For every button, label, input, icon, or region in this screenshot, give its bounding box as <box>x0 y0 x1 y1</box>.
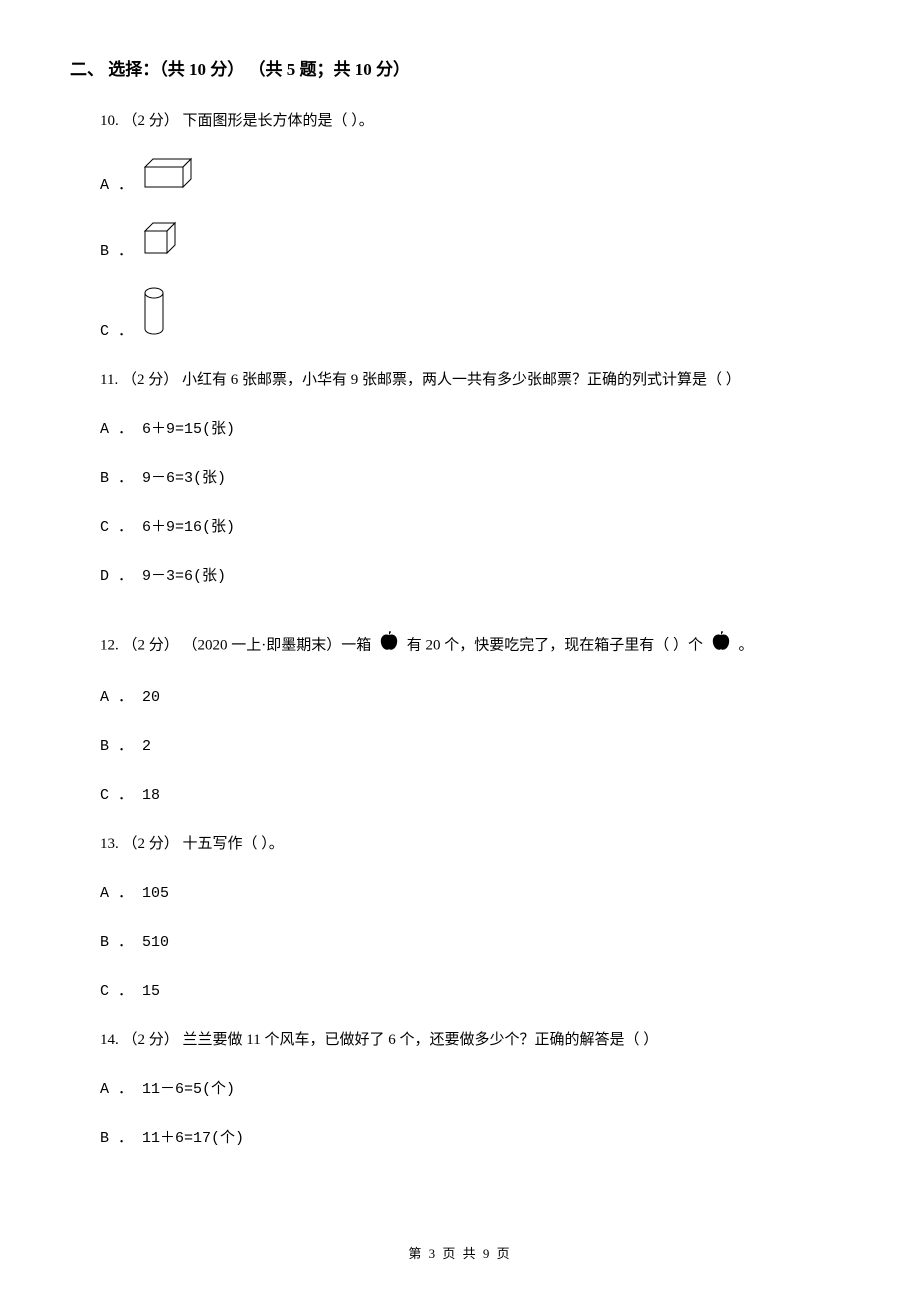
q10-stem: 10. （2 分） 下面图形是长方体的是（ ）。 <box>100 108 850 135</box>
option-label: B ． <box>100 238 133 265</box>
page-footer: 第 3 页 共 9 页 <box>0 1243 920 1262</box>
q12-stem-mid: 有 20 个，快要吃完了，现在箱子里有（ ）个 <box>407 637 707 653</box>
q12-stem-post: 。 <box>739 637 754 653</box>
q11-option-a: A ． 6＋9=15(张) <box>100 416 850 443</box>
apple-icon <box>711 630 731 662</box>
section-title: 二、 选择：（共 10 分） （共 5 题；共 10 分） <box>70 55 850 80</box>
option-label: C ． <box>100 318 133 345</box>
q12-option-a: A ． 20 <box>100 684 850 711</box>
q12-stem-pre: 12. （2 分） （2020 一上·即墨期末）一箱 <box>100 637 375 653</box>
q14-option-b: B ． 11＋6=17(个) <box>100 1125 850 1152</box>
apple-icon <box>379 630 399 662</box>
q13-option-b: B ． 510 <box>100 929 850 956</box>
q13-stem: 13. （2 分） 十五写作（ ）。 <box>100 831 850 858</box>
q11-stem: 11. （2 分） 小红有 6 张邮票，小华有 9 张邮票，两人一共有多少张邮票… <box>100 367 850 394</box>
q14-stem: 14. （2 分） 兰兰要做 11 个风车，已做好了 6 个，还要做多少个？正确… <box>100 1027 850 1054</box>
q10-option-c: C ． <box>100 287 850 345</box>
q13-option-c: C ． 15 <box>100 978 850 1005</box>
q12-option-b: B ． 2 <box>100 733 850 760</box>
q13-option-a: A ． 105 <box>100 880 850 907</box>
q11-option-b: B ． 9－6=3(张) <box>100 465 850 492</box>
cube-icon <box>143 221 177 265</box>
q10-option-b: B ． <box>100 221 850 265</box>
q12-option-c: C ． 18 <box>100 782 850 809</box>
q14-option-a: A ． 11－6=5(个) <box>100 1076 850 1103</box>
q11-option-d: D ． 9－3=6(张) <box>100 563 850 590</box>
q12-stem: 12. （2 分） （2020 一上·即墨期末）一箱 有 20 个，快要吃完了，… <box>100 630 850 662</box>
q10-option-a: A ． <box>100 157 850 199</box>
cuboid-icon <box>143 157 193 199</box>
option-label: A ． <box>100 172 133 199</box>
q11-option-c: C ． 6＋9=16(张) <box>100 514 850 541</box>
cylinder-icon <box>143 287 165 345</box>
